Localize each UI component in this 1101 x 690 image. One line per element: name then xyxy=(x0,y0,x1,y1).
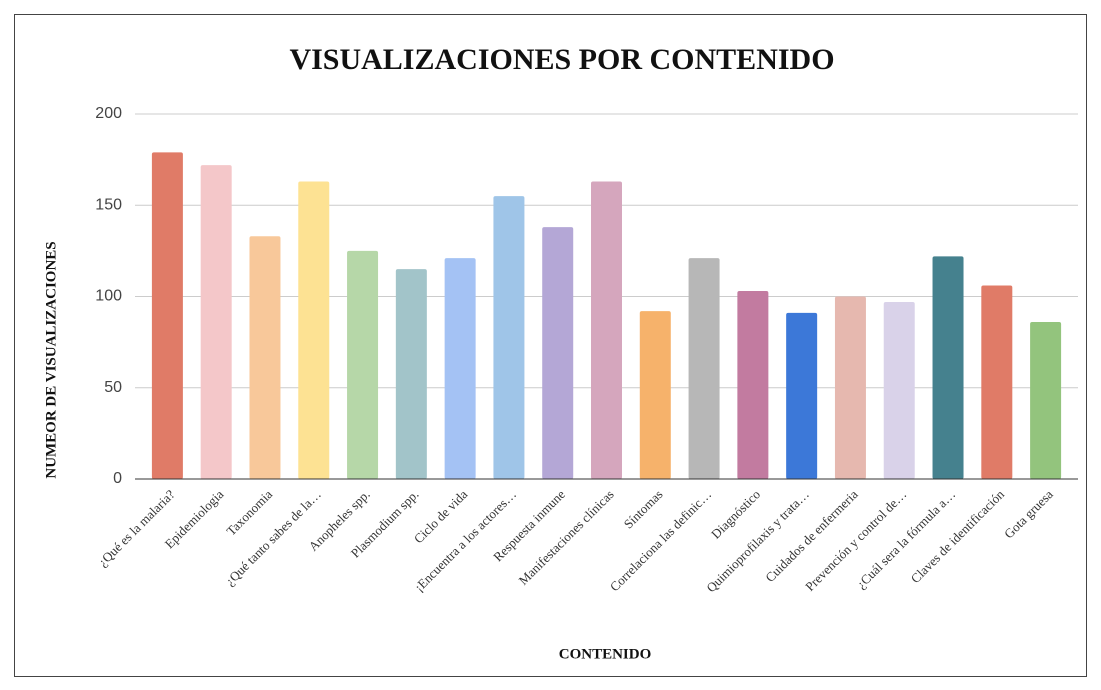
y-tick-label: 50 xyxy=(104,379,122,396)
bar xyxy=(444,258,476,479)
y-tick-label: 150 xyxy=(95,196,122,213)
bar xyxy=(591,181,622,479)
bar xyxy=(200,165,232,479)
y-tick-label: 0 xyxy=(113,470,122,487)
y-tick-label: 100 xyxy=(95,288,122,305)
bar xyxy=(639,311,671,479)
y-tick-label: 200 xyxy=(95,105,122,122)
bar xyxy=(249,236,281,479)
bar xyxy=(151,152,183,479)
chart-title: VISUALIZACIONES POR CONTENIDO xyxy=(289,43,834,76)
bar xyxy=(932,256,964,479)
bar xyxy=(395,269,427,479)
bar xyxy=(688,258,720,479)
bar xyxy=(981,285,1013,479)
x-axis-title: CONTENIDO xyxy=(559,646,652,662)
bar xyxy=(298,181,330,479)
bar xyxy=(883,301,915,479)
bar xyxy=(834,296,866,479)
bar xyxy=(347,250,379,479)
y-axis-title: NUMEOR DE VISUALIZACIONES xyxy=(43,241,59,478)
bar xyxy=(786,312,818,479)
bar xyxy=(542,227,574,479)
bar xyxy=(493,196,525,479)
bar xyxy=(1030,322,1062,479)
bar xyxy=(737,291,769,479)
